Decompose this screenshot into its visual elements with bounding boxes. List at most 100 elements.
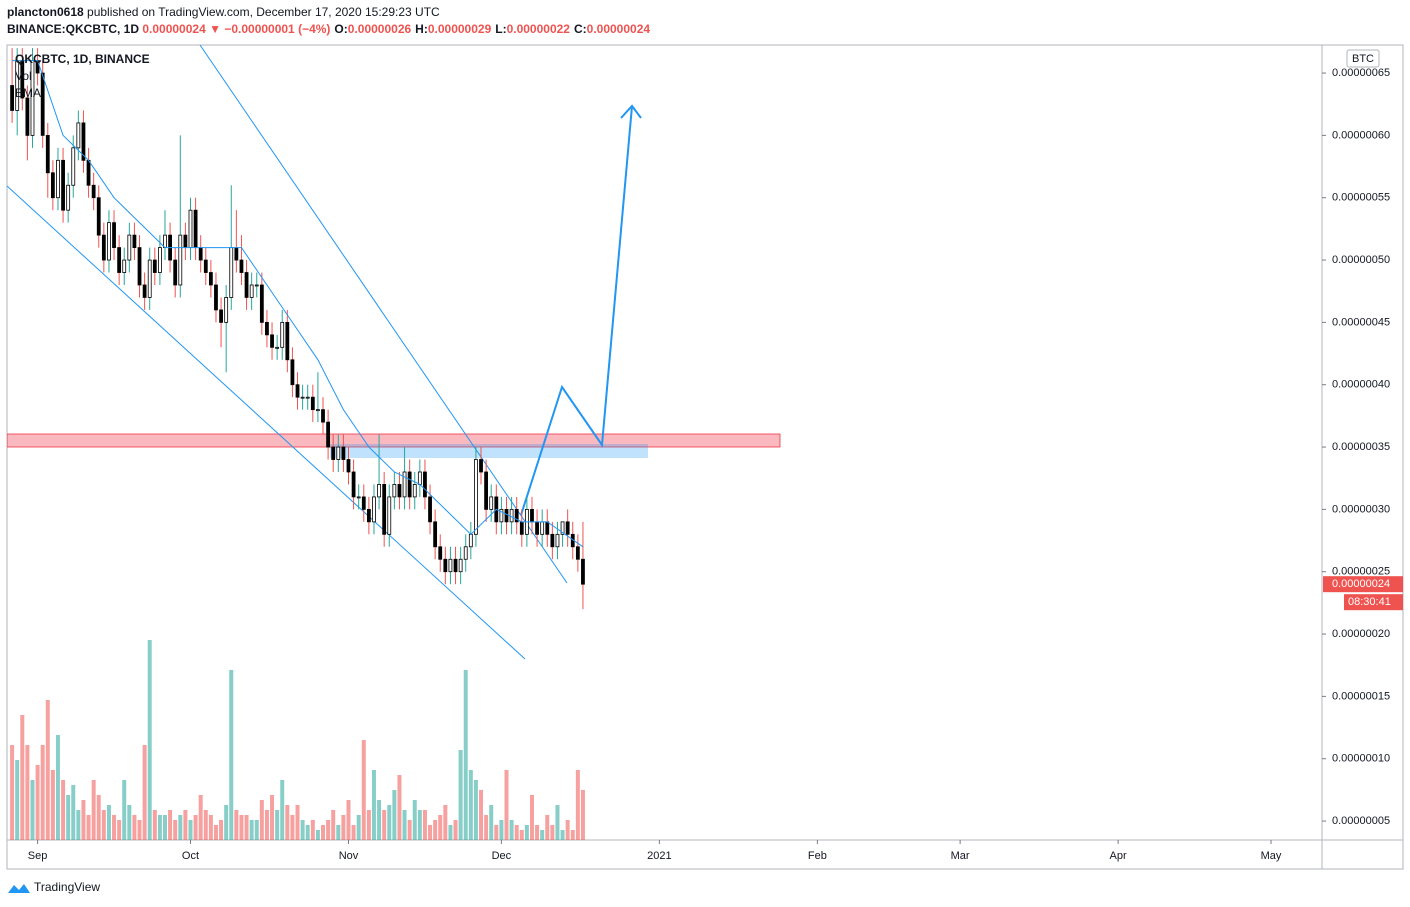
candle-body <box>417 471 422 485</box>
candle-body <box>519 521 524 535</box>
candle-body <box>555 533 560 548</box>
volume-bar <box>147 640 152 840</box>
candle-body <box>565 521 570 535</box>
volume-bar <box>361 740 366 840</box>
volume-bar <box>468 770 473 840</box>
candle-body <box>86 159 91 186</box>
volume-bar <box>382 810 387 840</box>
volume-bar <box>397 775 402 840</box>
candle-body <box>81 122 86 161</box>
footer-text: TradingView <box>34 880 100 894</box>
volume-bar <box>494 825 499 840</box>
volume-bar <box>285 805 290 840</box>
y-tick-label: 0.00000055 <box>1332 192 1390 204</box>
volume-bar <box>127 805 132 840</box>
candle-body <box>193 209 198 248</box>
volume-bar <box>122 780 127 840</box>
volume-bar <box>275 810 280 840</box>
volume-bar <box>55 735 60 840</box>
projection-arrowhead <box>620 104 642 119</box>
drawings <box>7 45 781 660</box>
candle-body <box>535 521 539 535</box>
candle-body <box>310 396 315 411</box>
volume-bar <box>433 820 438 840</box>
candle-body <box>489 496 494 510</box>
y-tick-label: 0.00000020 <box>1332 628 1390 640</box>
candle-body <box>224 297 229 323</box>
volume-bar <box>366 810 371 840</box>
y-tick-label: 0.00000050 <box>1332 254 1390 266</box>
volume-bar <box>15 760 20 840</box>
volume-bar <box>96 795 101 840</box>
candle-body <box>198 247 203 261</box>
volume-bar <box>509 820 514 840</box>
candle-body <box>300 396 305 399</box>
legend-symbol: QKCBTC, 1D, BINANCE <box>15 52 150 66</box>
candle-body <box>514 508 519 523</box>
candle-body <box>25 97 30 136</box>
volume-bar <box>137 820 142 840</box>
candle-body <box>265 321 269 336</box>
candle-body <box>234 247 239 261</box>
candle-body <box>132 234 137 248</box>
candle-body <box>229 247 234 298</box>
ohlc-value: 0.00000026 <box>348 22 412 36</box>
candle-body <box>117 247 122 273</box>
candle-body <box>275 346 280 349</box>
candle-body <box>66 184 71 211</box>
candle-body <box>290 359 295 386</box>
volume-bar <box>163 815 168 840</box>
candle-body <box>107 222 111 261</box>
candle-body <box>142 284 147 298</box>
candle-body <box>341 446 346 460</box>
candle-body <box>438 546 443 560</box>
candle-body <box>239 259 244 273</box>
price-tag: 0.00000024 <box>1332 578 1390 590</box>
volume-bar <box>336 825 341 840</box>
y-tick-label: 0.00000065 <box>1332 67 1390 79</box>
candle-body <box>254 284 259 287</box>
volume-bar <box>417 810 422 840</box>
candle-body <box>423 471 427 498</box>
volume-bar <box>346 800 351 840</box>
volume-bar <box>106 805 111 840</box>
volume-bar <box>183 810 188 840</box>
x-tick-label: Feb <box>808 850 827 862</box>
volume-bar <box>473 780 478 840</box>
volume-bar <box>499 820 504 840</box>
ohlc-value: 0.00000024 <box>587 22 651 36</box>
candle-body <box>259 284 264 323</box>
candle-body <box>372 496 376 523</box>
volume-bar <box>20 715 25 840</box>
ema-line <box>12 60 584 548</box>
volume-bar <box>387 805 392 840</box>
volume-bar <box>188 820 193 840</box>
volume-bar <box>555 805 560 840</box>
candle-body <box>316 409 320 412</box>
candle-body <box>96 197 101 236</box>
volume-bar <box>81 800 86 840</box>
volume-bar <box>407 820 412 840</box>
volume-bar <box>66 795 71 840</box>
candle-body <box>61 159 65 211</box>
candle-body <box>331 446 336 460</box>
candle-body <box>280 321 285 348</box>
candle-body <box>50 172 55 199</box>
change: −0.00000001 (−4%) <box>224 22 330 36</box>
y-tick-label: 0.00000030 <box>1332 503 1390 515</box>
volume-bar <box>239 815 244 840</box>
arrow: ▼ <box>209 22 221 36</box>
volume-bar <box>321 825 326 840</box>
volume-bar <box>152 810 157 840</box>
volume-bar <box>448 825 453 840</box>
candle-body <box>575 546 580 560</box>
candle-body <box>188 209 193 248</box>
candle-body <box>214 284 218 311</box>
candle-body <box>295 384 300 398</box>
candle-body <box>499 508 504 523</box>
volume-bar <box>524 825 529 840</box>
volume-bar <box>356 815 361 840</box>
candle-body <box>468 533 473 548</box>
volume-bar <box>25 745 30 840</box>
